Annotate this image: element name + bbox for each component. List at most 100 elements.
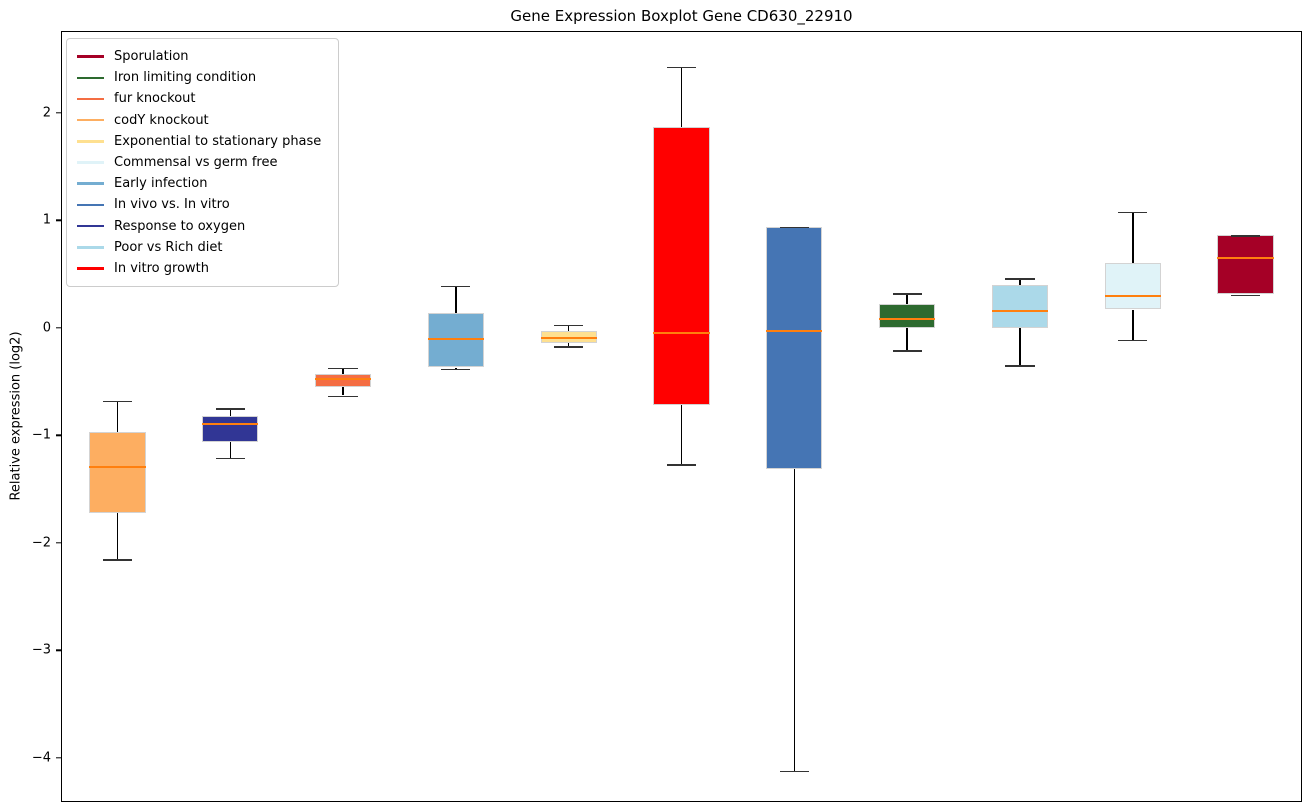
legend-item-response-to-oxygen: Response to oxygen xyxy=(77,216,328,237)
box-sporulation xyxy=(1217,235,1274,295)
legend-swatch-fur-knockout xyxy=(77,97,104,101)
lower-cap-fur-knockout xyxy=(328,395,358,397)
ytick-label-0: 0 xyxy=(42,320,51,336)
legend-item-in-vitro-growth: In vitro growth xyxy=(77,258,328,279)
legend-swatch-iron-limiting-condition xyxy=(77,76,104,80)
upper-cap-cody-knockout xyxy=(102,400,132,403)
ytick-mark--2 xyxy=(56,542,61,544)
legend-item-commensal-vs-germ-free: Commensal vs germ free xyxy=(77,152,328,173)
legend-label: Sporulation xyxy=(114,49,189,65)
box-cody-knockout xyxy=(89,432,146,513)
lower-cap-iron-limiting-condition xyxy=(892,350,922,352)
legend-item-in-vivo-vs-in-vitro: In vivo vs. In vitro xyxy=(77,194,328,215)
upper-cap-in-vitro-growth xyxy=(666,66,697,68)
box-in-vivo-vs-in-vitro xyxy=(766,226,823,469)
legend-item-exponential-to-stationary-phase: Exponential to stationary phase xyxy=(77,131,328,152)
upper-cap-poor-vs-rich-diet xyxy=(1005,278,1035,280)
box-commensal-vs-germ-free xyxy=(1104,263,1161,310)
median-cody-knockout xyxy=(89,465,146,468)
box-fur-knockout xyxy=(314,374,372,387)
ytick-label--1: −1 xyxy=(31,427,51,443)
ytick-label--2: −2 xyxy=(31,535,51,551)
lower-cap-sporulation xyxy=(1230,294,1261,296)
ytick-label--3: −3 xyxy=(31,642,51,658)
upper-cap-fur-knockout xyxy=(328,367,358,370)
median-early-infection xyxy=(427,337,485,340)
median-sporulation xyxy=(1217,257,1274,260)
upper-cap-sporulation xyxy=(1230,235,1261,237)
ytick-label--4: −4 xyxy=(31,750,51,766)
ytick-mark-1 xyxy=(56,219,61,221)
lower-whisker-in-vitro-growth xyxy=(680,405,683,465)
lower-cap-early-infection xyxy=(441,368,471,371)
legend-swatch-in-vivo-vs-in-vitro xyxy=(77,203,104,207)
legend-item-iron-limiting-condition: Iron limiting condition xyxy=(77,67,328,88)
lower-whisker-cody-knockout xyxy=(116,512,119,559)
lower-cap-poor-vs-rich-diet xyxy=(1005,365,1035,367)
median-iron-limiting-condition xyxy=(878,318,936,321)
upper-whisker-commensal-vs-germ-free xyxy=(1132,211,1134,264)
legend-swatch-early-infection xyxy=(77,182,104,185)
legend-item-sporulation: Sporulation xyxy=(77,46,328,67)
lower-cap-in-vivo-vs-in-vitro xyxy=(779,770,809,773)
upper-whisker-response-to-oxygen xyxy=(229,408,231,416)
median-exponential-to-stationary-phase xyxy=(540,336,597,339)
lower-whisker-in-vivo-vs-in-vitro xyxy=(793,468,796,771)
y-axis-label: Relative expression (log2) xyxy=(8,331,24,501)
legend-swatch-cody-knockout xyxy=(77,118,104,122)
box-early-infection xyxy=(427,312,485,368)
median-poor-vs-rich-diet xyxy=(991,309,1049,312)
legend-label: codY knockout xyxy=(114,112,209,128)
legend-label: In vivo vs. In vitro xyxy=(114,197,230,213)
legend-label: fur knockout xyxy=(114,91,196,107)
legend-swatch-in-vitro-growth xyxy=(77,267,104,270)
lower-cap-exponential-to-stationary-phase xyxy=(554,346,584,348)
legend-item-cody-knockout: codY knockout xyxy=(77,110,328,131)
legend-label: Poor vs Rich diet xyxy=(114,239,223,255)
upper-cap-commensal-vs-germ-free xyxy=(1118,211,1148,214)
upper-whisker-early-infection xyxy=(455,285,457,313)
median-commensal-vs-germ-free xyxy=(1104,294,1161,297)
upper-whisker-fur-knockout xyxy=(342,367,344,375)
legend-swatch-exponential-to-stationary-phase xyxy=(77,140,104,143)
box-poor-vs-rich-diet xyxy=(991,284,1049,328)
lower-whisker-response-to-oxygen xyxy=(229,441,231,458)
legend-swatch-commensal-vs-germ-free xyxy=(77,161,104,164)
lower-whisker-early-infection xyxy=(455,367,457,369)
median-in-vivo-vs-in-vitro xyxy=(766,330,823,332)
upper-whisker-in-vitro-growth xyxy=(680,66,683,127)
legend-item-poor-vs-rich-diet: Poor vs Rich diet xyxy=(77,237,328,258)
ytick-label-1: 1 xyxy=(42,212,51,228)
legend-label: Commensal vs germ free xyxy=(114,155,278,171)
lower-whisker-fur-knockout xyxy=(342,386,344,396)
chart-title: Gene Expression Boxplot Gene CD630_22910 xyxy=(510,7,853,25)
upper-cap-in-vivo-vs-in-vitro xyxy=(779,226,809,229)
legend-label: In vitro growth xyxy=(114,260,209,276)
upper-whisker-exponential-to-stationary-phase xyxy=(567,324,570,332)
lower-cap-commensal-vs-germ-free xyxy=(1118,339,1148,342)
median-in-vitro-growth xyxy=(653,332,710,335)
upper-cap-exponential-to-stationary-phase xyxy=(554,324,584,327)
legend-label: Early infection xyxy=(114,176,208,192)
ytick-mark-2 xyxy=(56,111,61,114)
legend-item-fur-knockout: fur knockout xyxy=(77,88,328,109)
ytick-mark--4 xyxy=(56,757,61,759)
legend: Sporulation Iron limiting condition fur kn… xyxy=(66,38,339,288)
legend-label: Exponential to stationary phase xyxy=(114,133,322,149)
lower-cap-in-vitro-growth xyxy=(666,464,697,466)
ytick-mark--1 xyxy=(56,434,61,436)
legend-label: Iron limiting condition xyxy=(114,70,257,86)
legend-item-early-infection: Early infection xyxy=(77,173,328,194)
lower-whisker-exponential-to-stationary-phase xyxy=(567,342,570,346)
upper-cap-early-infection xyxy=(441,285,471,288)
median-fur-knockout xyxy=(314,378,372,381)
lower-cap-response-to-oxygen xyxy=(215,457,245,460)
legend-label: Response to oxygen xyxy=(114,218,246,234)
lower-cap-cody-knockout xyxy=(102,559,132,561)
legend-swatch-sporulation xyxy=(77,55,104,58)
upper-whisker-poor-vs-rich-diet xyxy=(1019,278,1021,285)
legend-swatch-poor-vs-rich-diet xyxy=(77,246,104,249)
ytick-mark--3 xyxy=(56,649,61,652)
upper-cap-iron-limiting-condition xyxy=(892,293,922,295)
